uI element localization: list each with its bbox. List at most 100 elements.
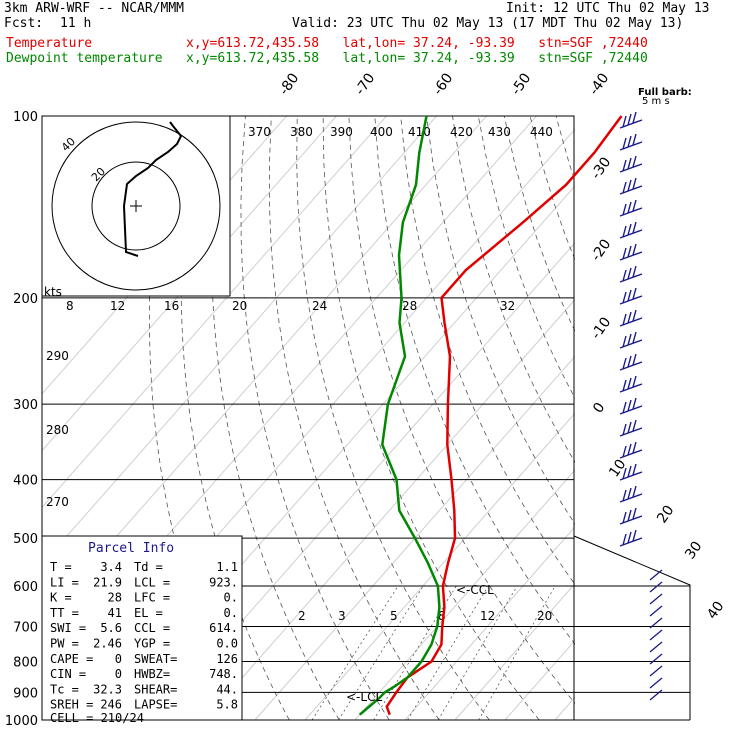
wind-barb-flag (622, 357, 627, 370)
wind-barb-flag (627, 179, 632, 192)
wind-barb-flag (622, 511, 627, 524)
mixing-ratio-label: 5 (390, 609, 398, 623)
wind-barb-flag (627, 443, 632, 456)
mixing-ratio-label: 12 (480, 609, 495, 623)
parcel-info-key: SREH = (50, 698, 93, 712)
wind-barb-flag (632, 177, 637, 190)
wind-barb-flag (622, 225, 627, 238)
wind-barb-flag (632, 287, 637, 300)
isotherm-line (0, 115, 337, 500)
mixing-ratio-line (373, 585, 457, 721)
wind-barb-flag (627, 135, 632, 148)
theta-label: 440 (530, 125, 553, 139)
wind-barb-flag (627, 377, 632, 390)
wind-barb-flag (627, 421, 632, 434)
parcel-info-key: YGP = (134, 637, 170, 651)
mixing-ratio-line (338, 585, 424, 721)
parcel-info-value: 0.0 (216, 637, 238, 651)
wind-barb-staff (649, 665, 663, 677)
parcel-info-key: CCL = (134, 621, 170, 635)
right-mask (575, 76, 740, 740)
parcel-info-value: 614. (209, 621, 238, 635)
wind-barb-flag (622, 423, 627, 436)
parcel-info-key: SWEAT= (134, 652, 177, 666)
wind-barb-flag (627, 487, 632, 500)
wind-barb-flag (632, 441, 637, 454)
wind-barb-flag (632, 133, 637, 146)
wind-barb-flag (632, 199, 637, 212)
pressure-label: 700 (13, 620, 38, 635)
mixing-ratio-line (407, 585, 489, 721)
wind-barb-flag (622, 137, 627, 150)
wind-barb-flag (627, 509, 632, 522)
wind-barb-flag (627, 289, 632, 302)
wind-barb-flag (632, 375, 637, 388)
wind-barb-flag (622, 247, 627, 260)
dry-adiabat (240, 115, 390, 721)
parcel-info-key: Td = (134, 560, 163, 574)
wind-barb-staff (649, 641, 663, 653)
dry-adiabat (269, 115, 440, 721)
wind-barb-flag (622, 335, 627, 348)
forecast-hour: 11 h (60, 16, 92, 31)
wind-barb-flag (632, 309, 637, 322)
wind-barb-flag (622, 445, 627, 458)
valid-time: Valid: 23 UTC Thu 02 May 13 (17 MDT Thu … (292, 16, 684, 31)
wind-barb-flag (622, 269, 627, 282)
parcel-info-value: 3.4 (100, 560, 122, 574)
hodograph-speed-label: 12 (110, 299, 125, 313)
wind-barb-flag (632, 507, 637, 520)
parcel-info-key: PW = (50, 637, 79, 651)
parcel-info-value: 0 (115, 667, 122, 681)
parcel-info-key: SWI = (50, 621, 86, 635)
wind-barb-flag (627, 311, 632, 324)
wind-barb-flag (632, 111, 637, 124)
theta-label: 280 (46, 423, 69, 437)
parcel-info-key: T = (50, 560, 72, 574)
parcel-info-value: 1.1 (216, 560, 238, 574)
wind-barb-flag (632, 463, 637, 476)
pressure-label: 300 (13, 398, 38, 413)
model-title: 3km ARW-WRF -- NCAR/MMM (4, 1, 185, 16)
isotherm-line (304, 224, 740, 721)
theta-label: 400 (370, 125, 393, 139)
parcel-info-value: 2.46 (93, 637, 122, 651)
wind-barb-flag (632, 485, 637, 498)
init-time: Init: 12 UTC Thu 02 May 13 (506, 1, 710, 16)
theta-label: 370 (248, 125, 271, 139)
pressure-label: 1000 (5, 714, 38, 729)
temperature-profile (385, 115, 623, 716)
wind-barb-flag (627, 223, 632, 236)
wind-barb-staff (649, 593, 663, 605)
parcel-info-key: LCL = (134, 575, 170, 589)
parcel-info-key: LFC = (134, 591, 170, 605)
wind-barb-flag (632, 419, 637, 432)
barb-legend-title: Full barb: (638, 87, 692, 98)
left-mask (0, 76, 42, 740)
wind-barb-flag (622, 533, 627, 546)
wind-barb-flag (632, 529, 637, 542)
parcel-info-key: CIN = (50, 667, 86, 681)
parcel-info-box (41, 535, 243, 721)
mixing-ratio-label: 3 (338, 609, 346, 623)
theta-label: 380 (290, 125, 313, 139)
wind-barb-flag (622, 313, 627, 326)
dry-adiabat (296, 115, 490, 721)
dry-adiabat (348, 115, 590, 721)
parcel-info-value: 923. (209, 575, 238, 589)
theta-label: 420 (450, 125, 473, 139)
parcel-info-value: 0 (115, 652, 122, 666)
parcel-info-value: 41 (108, 606, 122, 620)
bottom-mask (0, 721, 740, 740)
pressure-label: 200 (13, 292, 38, 307)
parcel-info-value: 28 (108, 591, 122, 605)
parcel-info-value: 0. (224, 591, 238, 605)
mixing-ratio-line (478, 585, 556, 721)
mixing-ratio-line (311, 585, 399, 721)
wind-barb-staff (649, 653, 663, 665)
parcel-info-key: SHEAR= (134, 682, 177, 696)
wind-barb-flag (632, 353, 637, 366)
hodograph-speed-label: 24 (312, 299, 327, 313)
wind-barb-flag (627, 201, 632, 214)
wind-barb-flag (627, 399, 632, 412)
